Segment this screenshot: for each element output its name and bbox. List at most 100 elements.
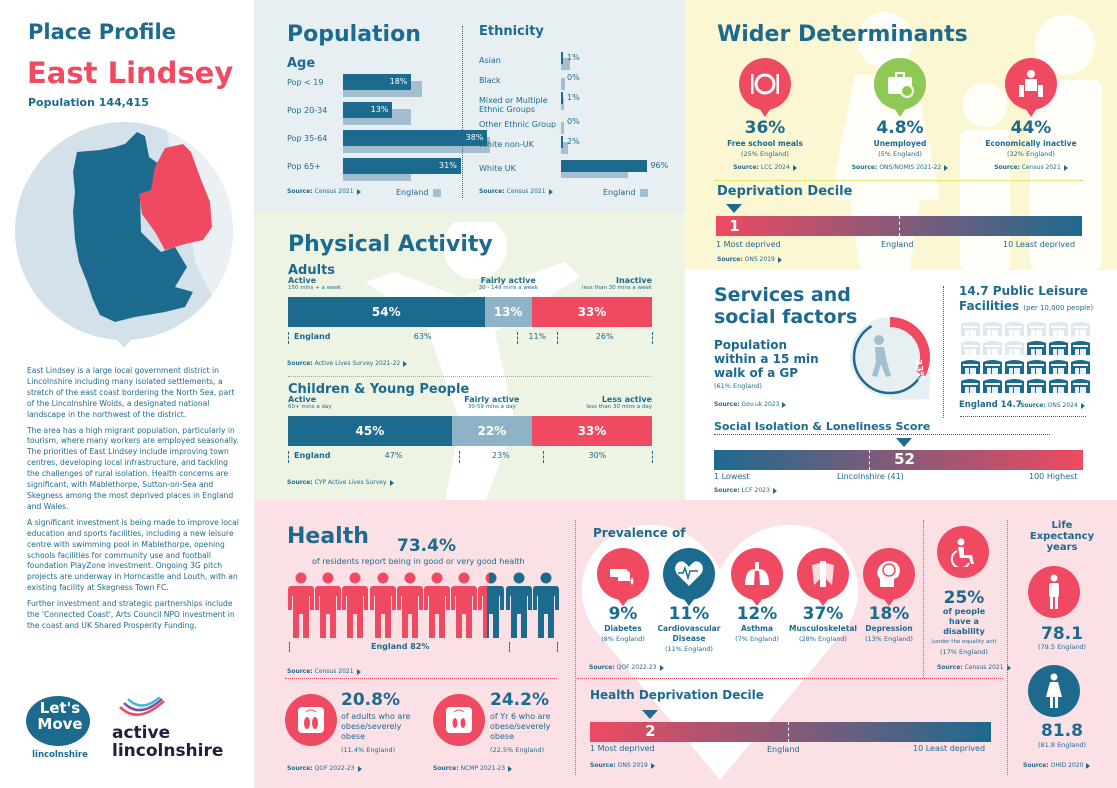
category-label: Fairly active xyxy=(464,395,520,404)
title-line: social factors xyxy=(714,306,858,328)
population-section: Population Age Pop < 19 18% Pop 20-34 13% Po… xyxy=(255,0,685,212)
heart-background-icon xyxy=(581,524,859,780)
prevalence-value: 9% xyxy=(608,604,638,624)
female-icon xyxy=(1028,665,1080,717)
pin-pointer xyxy=(617,598,629,606)
age-row-label: Pop 20-34 xyxy=(287,106,328,115)
prevalence-label: Depression xyxy=(853,624,925,634)
prevalence-value: 18% xyxy=(868,604,910,624)
england-value: 30% xyxy=(588,451,607,460)
tick xyxy=(557,642,558,652)
england-tick xyxy=(652,451,653,463)
divider xyxy=(960,416,1086,417)
source-note: Source: ONS/NOMIS 2021-22 xyxy=(840,164,960,171)
england-bar xyxy=(561,58,570,70)
stat-england: (25% England) xyxy=(741,150,789,158)
title-line: Services and xyxy=(714,284,851,306)
health-decile-title: Health Deprivation Decile xyxy=(590,688,764,702)
male-life-expectancy: 78.1 xyxy=(1041,624,1083,644)
england-label: England xyxy=(294,332,331,341)
ethnicity-value: 1% xyxy=(567,53,580,62)
ethnicity-value: 2% xyxy=(567,137,580,146)
activity-category: Inactive less than 30 mins a week xyxy=(582,276,652,291)
male-england: (79.5 England) xyxy=(1038,643,1086,651)
person-icon xyxy=(396,572,423,638)
person-icon xyxy=(369,572,396,638)
logo-text: lincolnshire xyxy=(112,741,224,761)
source-note: Source: NCMP 2021-23 xyxy=(433,765,513,772)
weighing-scale-icon xyxy=(285,694,337,746)
map-pin-pointer xyxy=(112,334,136,348)
england-marker xyxy=(788,722,789,742)
lincolnshire-marker xyxy=(869,450,870,470)
person-icon xyxy=(342,572,369,638)
source-note: Source: OHID 2020 xyxy=(1023,762,1091,769)
isolation-score-bar: 52 xyxy=(714,450,1083,470)
decile-min-label: 1 Most deprived xyxy=(590,744,655,753)
person-icon xyxy=(478,572,505,638)
age-row-label: Pop 35-64 xyxy=(287,134,328,143)
pin-pointer xyxy=(751,598,763,606)
prevalence-england: (13% England) xyxy=(865,635,913,643)
activity-segment: 33% xyxy=(531,297,652,327)
source-note: Source: Census 2021 xyxy=(287,188,361,195)
decile-pointer xyxy=(726,204,743,213)
leisure-title: 14.7 Public Leisure Facilities (per 10,0… xyxy=(959,284,1093,316)
activity-segment: 45% xyxy=(288,416,452,446)
yr6-obesity-value: 24.2% xyxy=(490,690,549,710)
divider xyxy=(288,376,652,377)
leisure-facility-icon xyxy=(1005,377,1024,393)
label-line: walk of a GP xyxy=(714,366,799,380)
england-bar xyxy=(561,78,565,90)
good-health-england: England 82% xyxy=(371,642,430,651)
prevalence-label: Diabetes xyxy=(587,624,659,634)
cyp-title: Children & Young People xyxy=(288,382,470,397)
page-title: Place Profile xyxy=(28,20,176,44)
england-tick xyxy=(459,451,461,463)
diabetes-finger-icon xyxy=(597,548,649,600)
activity-category: Fairly active 30 - 149 mins a week xyxy=(448,276,568,291)
per-label: (per 10,000 people) xyxy=(1023,304,1094,312)
prevalence-label: Cardiovascular Disease xyxy=(653,624,725,644)
tick xyxy=(509,642,510,652)
source-note: Source: QOF 2022-23 xyxy=(589,664,664,671)
jumping-figure-icon xyxy=(365,222,580,500)
ethnicity-value: 0% xyxy=(567,73,580,82)
yr6-obesity-england: (22.5% England) xyxy=(490,746,545,754)
ethnicity-row-label: White non-UK xyxy=(479,140,534,149)
ethnicity-bar xyxy=(561,160,648,172)
leisure-facility-icon xyxy=(1027,358,1046,374)
label-line: Disease xyxy=(672,634,706,643)
label-line: Cardiovascular xyxy=(657,624,721,633)
yr6-obesity-label: of Yr 6 who are obese/severely obese xyxy=(490,712,551,741)
england-marker xyxy=(899,216,900,236)
source-note: Source: Active Lives Survey 2021-22 xyxy=(287,360,408,367)
source-note: Source: Census 2021 xyxy=(287,668,361,675)
stat-label: Free school meals xyxy=(727,139,803,148)
england-tick xyxy=(288,451,289,463)
stat-value: 36% xyxy=(744,118,786,138)
leisure-facility-icon xyxy=(983,339,1002,355)
ethnicity-value: 1% xyxy=(567,93,580,102)
leisure-facility-icon xyxy=(1071,377,1090,393)
active-lincolnshire-logo: active lincolnshire xyxy=(112,696,224,761)
walking-person-icon xyxy=(872,335,891,377)
label-line: Depression xyxy=(865,624,913,633)
leisure-england: England 14.7 xyxy=(959,400,1022,410)
england-value: 11% xyxy=(528,332,547,341)
leisure-facility-icon xyxy=(1071,339,1090,355)
activity-category: Active 150 mins + a week xyxy=(288,276,341,291)
prevalence-label: Asthma xyxy=(721,624,793,634)
england-bar xyxy=(561,142,569,154)
ethnicity-row-label: Mixed or Multiple Ethnic Groups xyxy=(479,96,548,114)
divider xyxy=(714,434,1050,435)
decile-england-label: England xyxy=(881,240,914,249)
description-paragraph: The area has a high migrant population, … xyxy=(27,425,239,511)
source-note: Source: CYP Active Lives Survey xyxy=(287,479,394,486)
life-expectancy-title: Life Expectancy years xyxy=(1029,520,1095,553)
leisure-facility-icon xyxy=(1049,358,1068,374)
brain-head-icon xyxy=(863,548,915,600)
section-title: Services and social factors xyxy=(714,284,857,328)
isolation-min-label: 1 Lowest xyxy=(714,472,750,481)
lincolnshire-map-icon xyxy=(73,122,233,340)
